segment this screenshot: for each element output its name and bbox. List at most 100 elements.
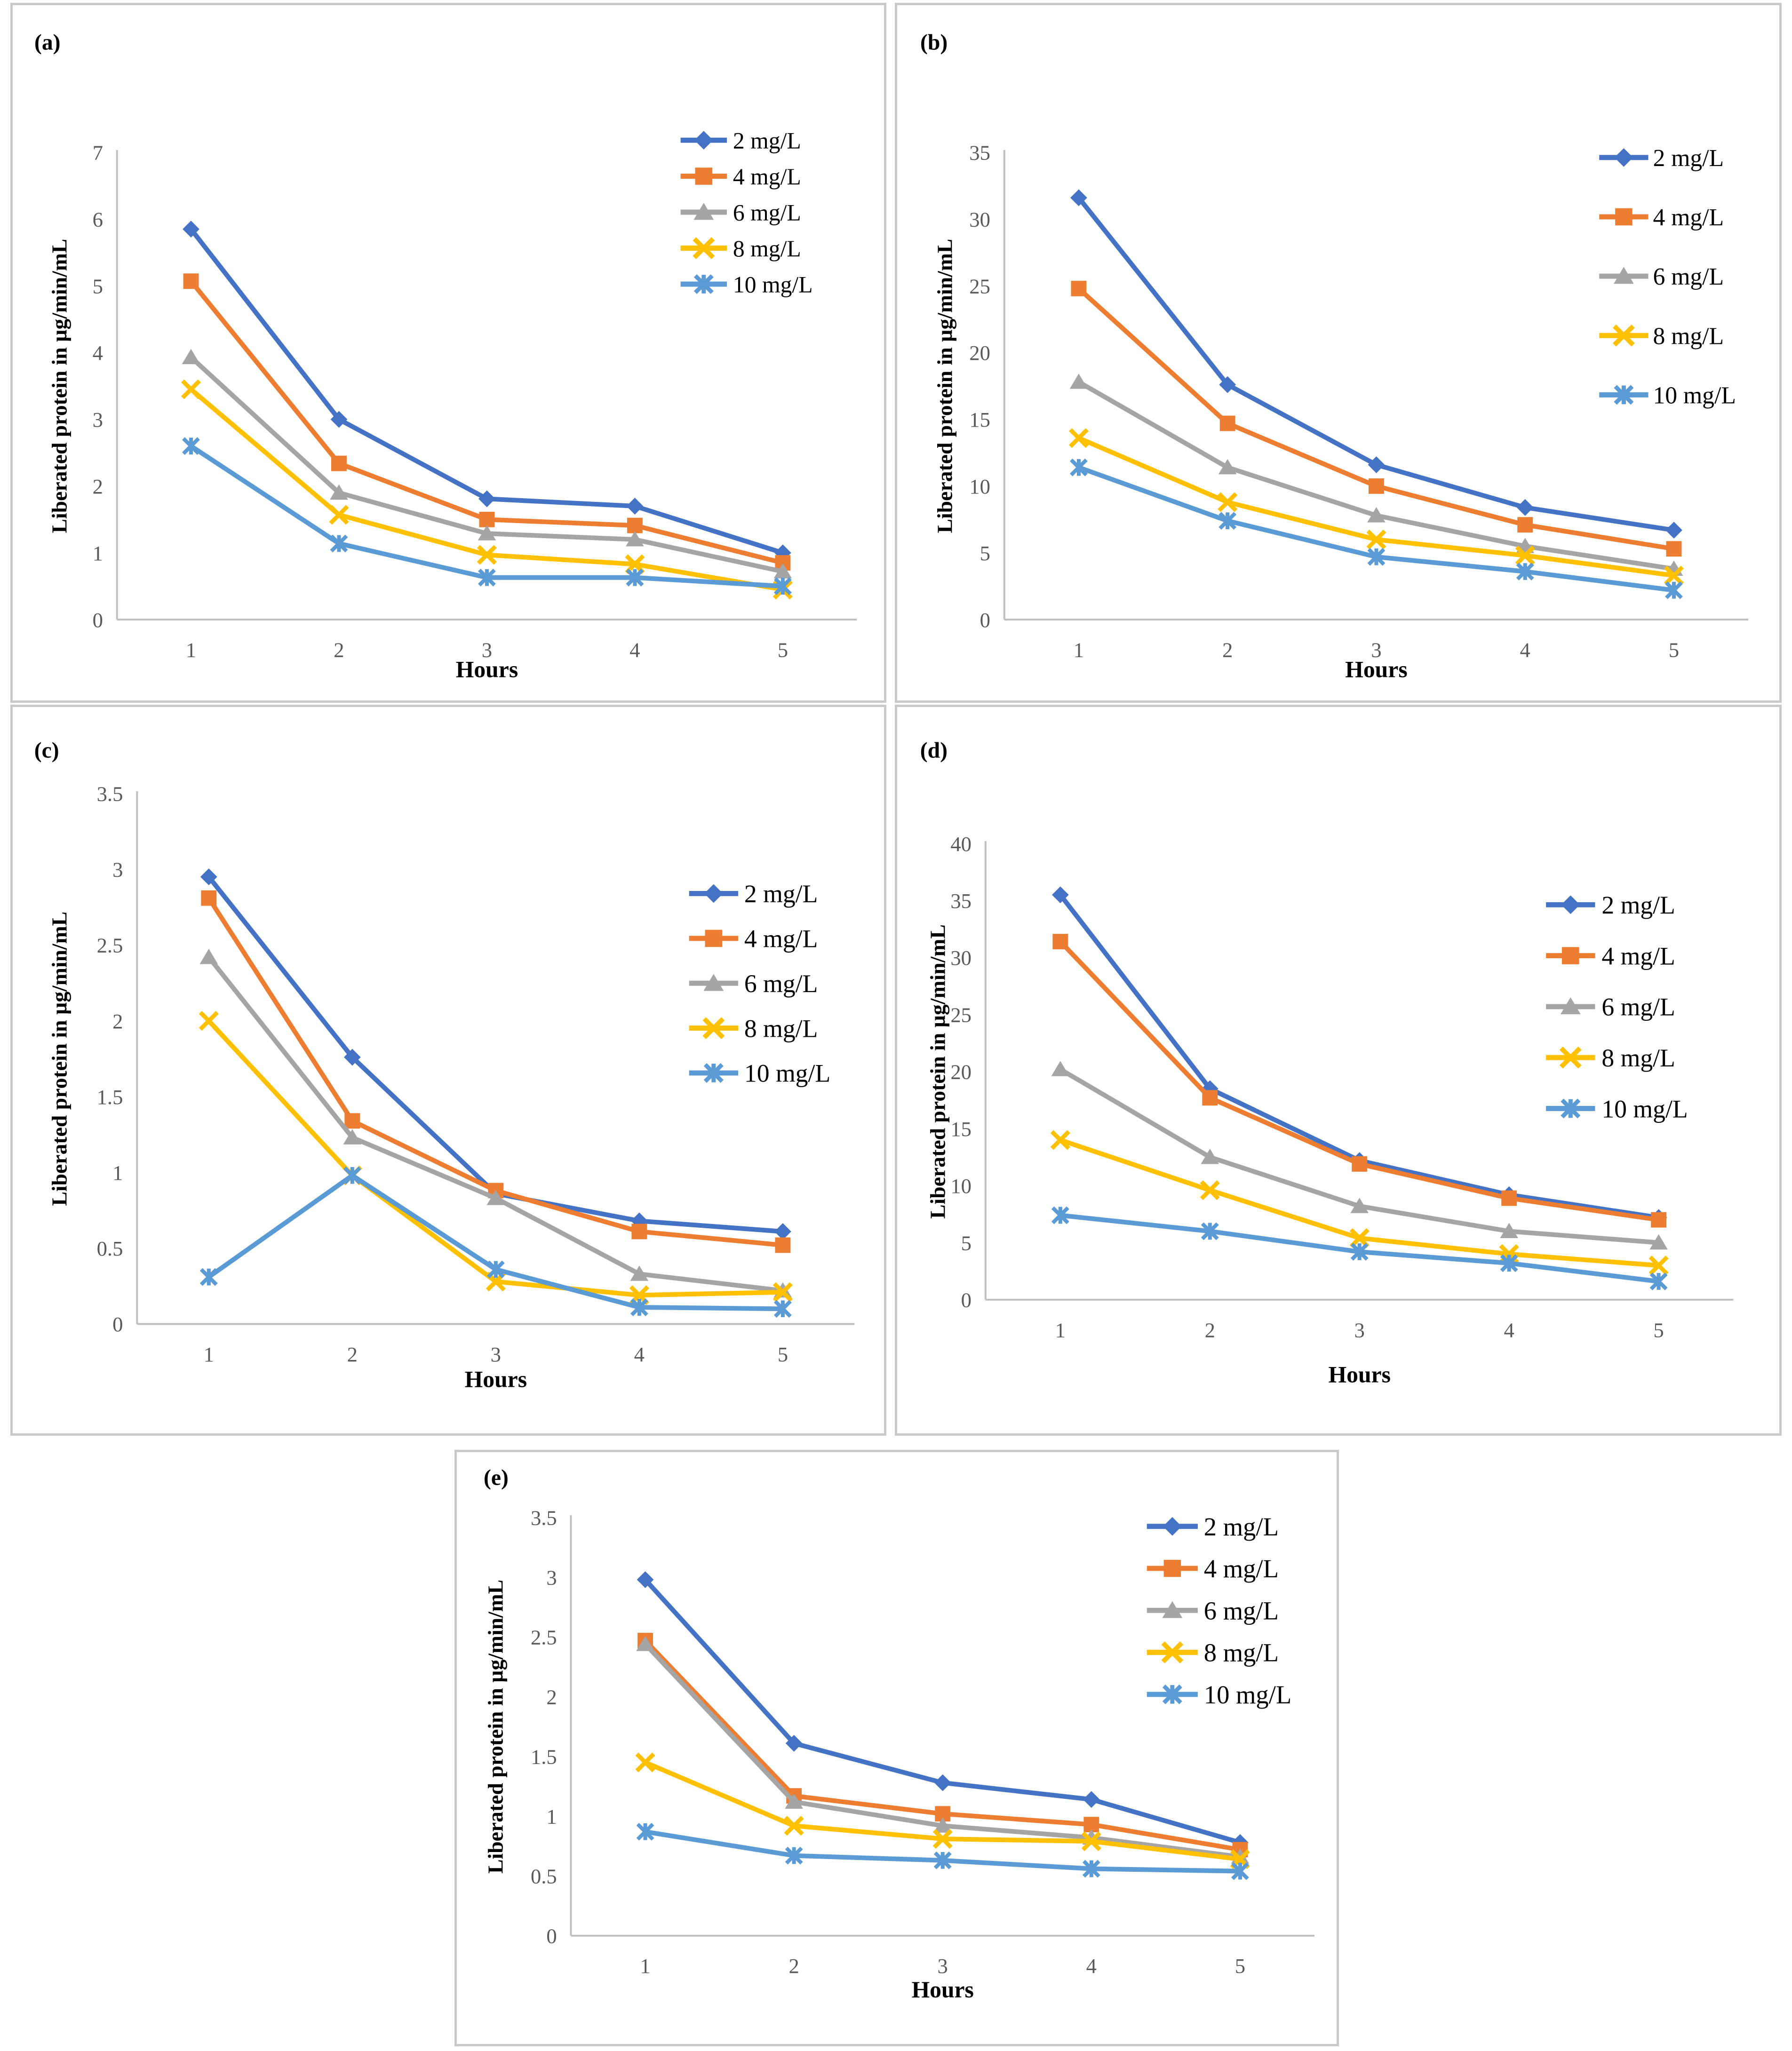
asterisk-marker: [1069, 458, 1088, 477]
x-axis-title: Hours: [1328, 1362, 1390, 1388]
series-line-6-mg/L: [206, 954, 785, 1293]
y-axis-title: Liberated protein in µg/min/mL: [47, 912, 71, 1206]
x-marker: [1649, 1256, 1669, 1276]
legend-item: 4 mg/L: [1147, 1554, 1279, 1583]
series-line-2-mg/L: [206, 874, 785, 1234]
legend-label: 6 mg/L: [1601, 993, 1675, 1021]
chart-d: (d) 0 5 10 15 20 25 30 35 40 1 2 3 4 5 Hours Liberated p…: [920, 738, 1734, 1388]
legend-label: 4 mg/L: [1601, 942, 1675, 970]
x-tick-label: 2: [1205, 1318, 1215, 1342]
x-marker: [1515, 545, 1535, 565]
legend-item: 8 mg/L: [1147, 1638, 1279, 1667]
asterisk-marker: [199, 1268, 218, 1286]
y-tick-label: 6: [93, 207, 103, 231]
x-marker: [1559, 1046, 1582, 1069]
triangle-marker: [1069, 374, 1088, 389]
diamond-marker: [694, 131, 713, 150]
legend-label: 10 mg/L: [1601, 1095, 1688, 1123]
x-tick-label: 4: [634, 1343, 645, 1366]
legend-item: 8 mg/L: [1546, 1044, 1675, 1072]
x-marker: [181, 379, 201, 399]
triangle-marker: [478, 525, 496, 541]
diamond-marker: [785, 1735, 803, 1752]
square-marker: [1666, 541, 1682, 557]
y-tick-label: 20: [969, 341, 990, 365]
x-marker: [784, 1816, 804, 1836]
asterisk-marker: [785, 1846, 803, 1865]
triangle-marker: [1051, 1061, 1070, 1076]
x-axis-title: Hours: [465, 1367, 527, 1392]
legend-label: 4 mg/L: [744, 925, 818, 953]
y-tick-label: 3: [93, 408, 103, 431]
legend-item: 10 mg/L: [1599, 382, 1736, 409]
square-marker: [344, 1113, 360, 1129]
chart-e: (e) 0 0.5 1 1.5 2 2.5 3 3.5 1 2 3 4 5 Hours Liberated p…: [484, 1465, 1314, 2003]
asterisk-marker: [1051, 1206, 1069, 1224]
asterisk-marker: [636, 1822, 654, 1841]
x-tick-label: 3: [938, 1954, 948, 1978]
x-tick-label: 1: [640, 1954, 650, 1978]
legend-item: 10 mg/L: [1546, 1095, 1688, 1123]
x-tick-label: 2: [1222, 638, 1233, 662]
x-tick-label: 1: [1055, 1318, 1066, 1342]
y-tick-label: 0: [112, 1312, 123, 1336]
triangle-marker: [630, 1265, 649, 1281]
triangle-marker: [785, 1793, 803, 1809]
asterisk-marker: [1561, 1098, 1581, 1119]
diamond-marker: [1083, 1791, 1100, 1808]
asterisk-marker: [1201, 1222, 1219, 1240]
y-tick-label: 5: [961, 1231, 972, 1255]
legend-item: 10 mg/L: [1147, 1680, 1291, 1709]
asterisk-marker: [1665, 581, 1683, 599]
x-marker: [477, 545, 497, 565]
square-marker: [705, 930, 723, 947]
legend-item: 4 mg/L: [680, 164, 801, 190]
diamond-marker: [774, 1223, 791, 1240]
x-marker: [693, 237, 715, 259]
y-tick-label: 1.5: [97, 1085, 123, 1109]
legend-label: 8 mg/L: [1601, 1044, 1675, 1072]
square-marker: [631, 1224, 647, 1240]
diamond-marker: [704, 884, 723, 903]
panel-letter-label: (c): [34, 738, 59, 763]
asterisk-marker: [486, 1260, 505, 1279]
x-tick-label: 2: [347, 1343, 358, 1366]
panel-a: (a) 0 1 2 3 4 5 6 7 1 2 3 4 5 Hours Liberated protein i…: [10, 3, 886, 703]
diamond-marker: [626, 498, 644, 515]
square-marker: [1615, 208, 1633, 226]
x-tick-label: 3: [1354, 1318, 1365, 1342]
chart-c: (c) 0 0.5 1 1.5 2 2.5 3 3.5 1 2 3 4 5 Hours Liberated p…: [34, 738, 855, 1392]
y-tick-label: 2: [112, 1010, 123, 1033]
triangle-marker: [1201, 1148, 1219, 1164]
x-axis-title: Hours: [1345, 656, 1407, 682]
x-tick-label: 4: [1520, 638, 1530, 662]
y-tick-label: 3.5: [531, 1506, 557, 1530]
legend-item: 4 mg/L: [1599, 204, 1724, 231]
y-tick-label: 7: [93, 141, 103, 165]
triangle-marker: [1613, 267, 1634, 284]
triangle-marker: [626, 531, 644, 547]
x-tick-label: 5: [1235, 1954, 1245, 1978]
panel-letter-label: (a): [34, 30, 61, 55]
legend-item: 8 mg/L: [1599, 323, 1724, 350]
legend-label: 4 mg/L: [1653, 204, 1724, 231]
asterisk-marker: [1516, 563, 1534, 580]
legend-item: 2 mg/L: [680, 127, 801, 153]
x-marker: [199, 1011, 219, 1031]
legend-label: 2 mg/L: [1601, 891, 1675, 919]
y-tick-label: 0: [961, 1288, 972, 1312]
y-tick-label: 0: [93, 608, 103, 632]
triangle-marker: [636, 1636, 654, 1651]
chart-b: (b) 0 5 10 15 20 25 30 35 1 2 3 4 5 Hours Liberated pro…: [920, 30, 1749, 682]
square-marker: [1352, 1156, 1368, 1172]
x-marker: [1161, 1641, 1184, 1663]
x-tick-label: 5: [1653, 1318, 1664, 1342]
square-marker: [695, 167, 713, 185]
triangle-marker: [1162, 1601, 1183, 1618]
y-axis-title: Liberated protein in µg/min/mL: [933, 239, 957, 533]
diamond-marker: [934, 1774, 951, 1791]
x-marker: [773, 1282, 793, 1302]
square-marker: [1517, 517, 1533, 533]
y-tick-label: 40: [950, 832, 972, 856]
y-tick-label: 2: [93, 475, 103, 498]
